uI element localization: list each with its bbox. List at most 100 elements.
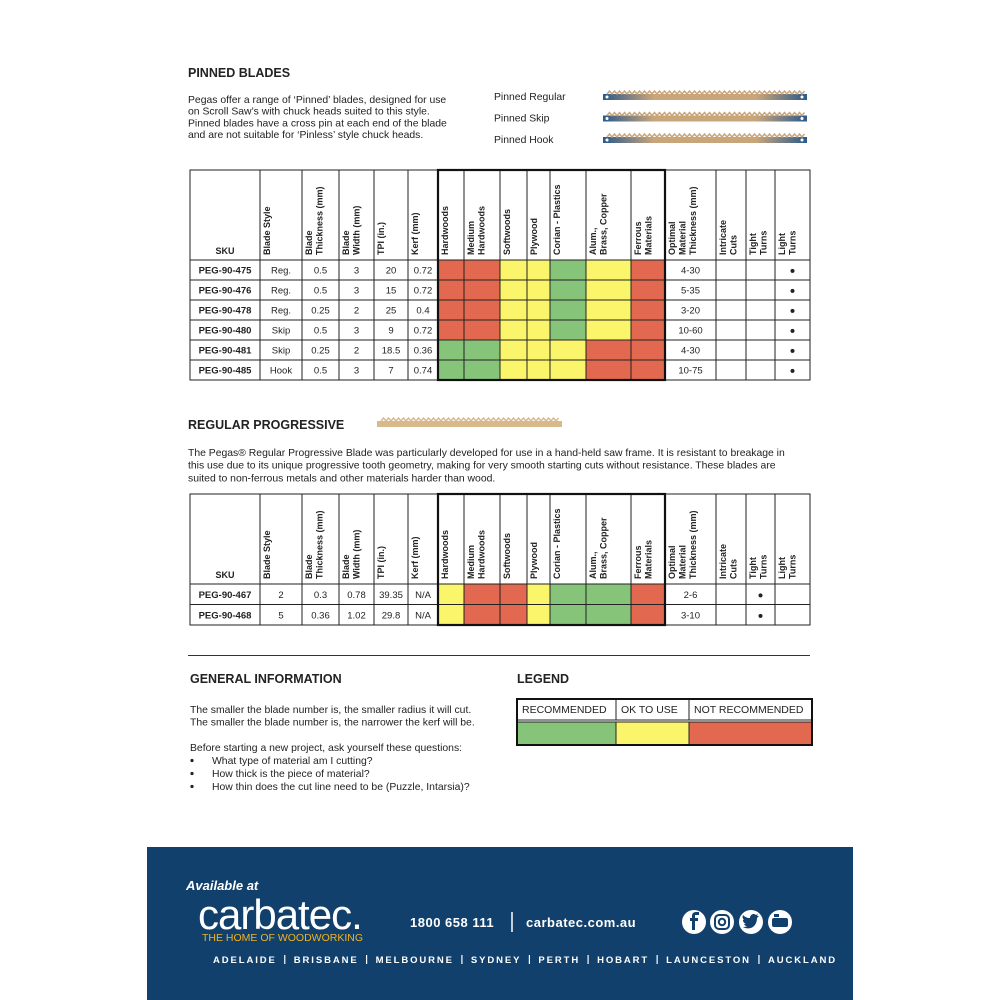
header-label: Turns	[788, 231, 798, 255]
cell-text: PEG-90-468	[199, 610, 252, 621]
header-label: Softwoods	[502, 209, 512, 255]
paragraph-line: this use due to its unique progressive t…	[188, 461, 776, 472]
header-label: Softwoods	[502, 533, 512, 579]
brand: carbatec.	[198, 891, 362, 938]
instagram-icon[interactable]	[710, 910, 734, 934]
rating-cell	[464, 360, 500, 380]
phone: 1800 658 111	[410, 915, 494, 930]
rating-cell	[586, 340, 631, 360]
blade-teeth	[606, 111, 806, 117]
cell-text: 0.72	[414, 286, 433, 297]
rating-cell	[500, 320, 527, 340]
header-label: Blade	[304, 554, 314, 579]
header-label: Materials	[644, 540, 654, 579]
cell-text: 0.4	[416, 306, 429, 317]
rating-cell	[550, 320, 586, 340]
rating-cell	[500, 604, 527, 625]
city: PERTH	[538, 955, 580, 966]
header-label: Blade	[341, 554, 351, 579]
cell-text: 0.72	[414, 266, 433, 277]
cell-text: Reg.	[271, 266, 291, 277]
header-label: Material	[678, 545, 688, 579]
cell-text: PEG-90-475	[199, 266, 253, 277]
rating-cell	[631, 360, 665, 380]
cell-text: 0.5	[314, 326, 327, 337]
rating-cell	[631, 260, 665, 280]
rating-cell	[438, 300, 464, 320]
cell-text: 0.3	[314, 590, 327, 601]
cell-text: 3	[354, 266, 359, 277]
bullet	[190, 784, 194, 789]
cell-text: 10-60	[678, 326, 702, 337]
legend-label: NOT RECOMMENDED	[694, 704, 804, 716]
paragraph-line: suited to non-ferrous metals and other m…	[188, 473, 495, 484]
cell-text: ●	[790, 286, 796, 297]
rating-cell	[550, 584, 586, 605]
rating-cell	[438, 340, 464, 360]
rating-cell	[550, 260, 586, 280]
blade-body	[603, 115, 807, 122]
cell-text: 3	[354, 366, 359, 377]
bullet	[190, 771, 194, 776]
blade-body	[603, 137, 807, 143]
header-label: Turns	[759, 555, 769, 579]
header-label: Intricate	[718, 544, 728, 579]
website: carbatec.com.au	[526, 915, 636, 930]
header-label: Intricate	[718, 220, 728, 255]
blade-body	[603, 94, 807, 100]
rating-cell	[586, 320, 631, 340]
header-label: Optimal	[667, 545, 677, 579]
header-label: SKU	[215, 246, 234, 256]
cell-text: Skip	[272, 346, 290, 357]
rating-cell	[631, 320, 665, 340]
cell-text: Reg.	[271, 286, 291, 297]
header-label: Plywood	[529, 542, 539, 579]
blade-teeth	[606, 89, 806, 96]
cell-text: 10-75	[678, 366, 702, 377]
rating-cell	[586, 604, 631, 625]
cell-text: 2	[354, 346, 359, 357]
rating-cell	[464, 604, 500, 625]
cell-text: 9	[388, 326, 393, 337]
header-label: Alum.,	[588, 551, 598, 579]
footer-band	[147, 847, 853, 1000]
legend-label: OK TO USE	[621, 704, 678, 716]
header-label: Hardwoods	[440, 206, 450, 255]
rating-cell	[500, 584, 527, 605]
cell-text: 0.25	[311, 306, 330, 317]
rating-cell	[550, 360, 586, 380]
bullet-text: How thick is the piece of material?	[212, 769, 370, 780]
paragraph-line: Pegas offer a range of ‘Pinned’ blades, …	[188, 95, 446, 106]
cell-text: 0.74	[414, 366, 433, 377]
cell-text: Skip	[272, 326, 290, 337]
rating-cell	[631, 584, 665, 605]
cell-text: 15	[386, 286, 397, 297]
rating-cell	[586, 280, 631, 300]
social-icons	[682, 910, 792, 934]
section-title: PINNED BLADES	[188, 66, 290, 80]
rating-cell	[464, 260, 500, 280]
rating-cell	[631, 604, 665, 625]
cell-text: 3	[354, 326, 359, 337]
header-label: Blade	[341, 230, 351, 255]
legend-swatch	[516, 721, 617, 746]
header-label: Tight	[748, 233, 758, 255]
blade-image	[603, 89, 807, 100]
cell-text: ●	[790, 366, 796, 377]
cell-text: 2	[354, 306, 359, 317]
rating-cell	[438, 604, 464, 625]
header-label: Material	[678, 221, 688, 255]
header-label: Tight	[748, 557, 758, 579]
info-line: The smaller the blade number is, the sma…	[190, 705, 471, 716]
cell-text: 1.02	[347, 610, 366, 621]
cell-text: 4-30	[681, 346, 700, 357]
cell-text: PEG-90-485	[199, 366, 253, 377]
blade-label: Pinned Hook	[494, 135, 554, 146]
header-label: Blade	[304, 230, 314, 255]
rating-cell	[464, 280, 500, 300]
blade-pin	[605, 117, 609, 120]
blade-pin	[800, 95, 804, 99]
legend-border	[516, 698, 813, 746]
cell-text: 5-35	[681, 286, 700, 297]
